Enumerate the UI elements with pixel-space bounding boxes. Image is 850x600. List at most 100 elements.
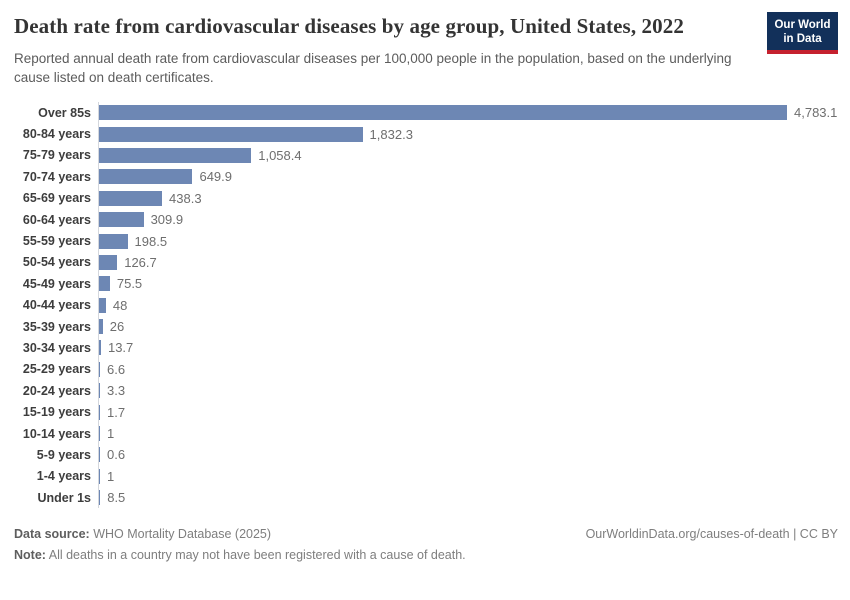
owid-link[interactable]: OurWorldinData.org/causes-of-death | CC … [585,527,838,542]
bar[interactable] [99,126,363,142]
category-label: 55-59 years [22,234,91,249]
bar-zone: 309.9 [98,208,838,231]
bar[interactable] [99,212,144,228]
bar-row: 1-4 years 1 [14,465,838,488]
bar[interactable] [99,447,100,463]
value-label: 1 [107,426,115,442]
bar-zone: 48 [98,294,838,316]
value-label: 309.9 [150,212,184,228]
bar-zone: 13.7 [98,337,838,359]
bar-zone: 26 [98,315,838,338]
bar[interactable] [99,404,100,420]
value-label: 649.9 [199,169,233,185]
bar[interactable] [99,361,100,377]
chart-subtitle: Reported annual death rate from cardiova… [14,51,732,85]
bar-row: 20-24 years 3.3 [14,380,838,402]
title-block: Death rate from cardiovascular diseases … [14,12,744,87]
category-label: 5-9 years [36,447,91,462]
value-label: 3.3 [107,383,126,399]
bar-row: 25-29 years 6.6 [14,358,838,381]
bar[interactable] [99,319,103,335]
owid-logo-line2: in Data [783,33,822,45]
bar[interactable] [99,169,193,185]
page-title: Death rate from cardiovascular diseases … [14,14,684,38]
value-label: 1.7 [107,404,126,420]
bar[interactable] [99,297,106,313]
bar-zone: 1,058.4 [98,144,838,167]
bar[interactable] [99,340,101,356]
category-label: 45-49 years [22,276,91,291]
value-label: 198.5 [134,233,168,249]
bar-row: 50-54 years 126.7 [14,251,838,274]
owid-logo[interactable]: Our World in Data [767,12,838,54]
bar-zone: 438.3 [98,187,838,209]
bar[interactable] [99,383,100,399]
category-label: 15-19 years [22,405,91,420]
bar-row: 55-59 years 198.5 [14,230,838,252]
category-label: 65-69 years [22,191,91,206]
bar-row: 60-64 years 309.9 [14,208,838,231]
bar-row: 65-69 years 438.3 [14,187,838,209]
bar-zone: 1 [98,422,838,445]
header: Death rate from cardiovascular diseases … [14,12,838,87]
value-label: 75.5 [116,276,143,292]
category-label: 20-24 years [22,383,91,398]
category-label: 40-44 years [22,298,91,313]
category-label: 1-4 years [36,469,91,484]
footer: Data source: WHO Mortality Database (202… [14,524,838,566]
bar-row: 80-84 years 1,832.3 [14,123,838,145]
value-label: 1,832.3 [369,126,413,142]
bar-row: 40-44 years 48 [14,294,838,316]
value-label: 126.7 [124,254,157,270]
category-label: 75-79 years [22,148,91,163]
bar-row: 10-14 years 1 [14,422,838,445]
bar-chart: Over 85s 4,783.1 80-84 years 1,832.3 75-… [14,102,838,509]
bar-row: Under 1s 8.5 [14,487,838,509]
bar[interactable] [99,490,101,506]
bar-zone: 1,832.3 [98,123,838,145]
value-label: 1 [107,468,115,484]
bar-row: 70-74 years 649.9 [14,166,838,188]
bar-zone: 0.6 [98,444,838,466]
bar-zone: 6.6 [98,358,838,381]
bar-zone: 1.7 [98,401,838,423]
value-label: 48 [112,297,128,313]
bar-zone: 3.3 [98,380,838,402]
value-label: 4,783.1 [794,105,838,121]
note-text: All deaths in a country may not have bee… [45,548,466,563]
footer-line1: Data source: WHO Mortality Database (202… [14,524,838,545]
bar[interactable] [99,276,110,292]
category-label: 60-64 years [22,212,91,227]
bar-row: 45-49 years 75.5 [14,273,838,295]
category-label: 35-39 years [22,319,91,334]
bar[interactable] [99,254,118,270]
bar-zone: 1 [98,465,838,488]
bar-row: 75-79 years 1,058.4 [14,144,838,167]
value-label: 0.6 [107,447,126,463]
category-label: Over 85s [38,105,91,120]
bar-zone: 4,783.1 [98,102,838,124]
category-label: 80-84 years [22,127,91,142]
bar-zone: 8.5 [98,487,838,509]
category-label: Under 1s [37,490,92,505]
bar[interactable] [99,147,252,163]
data-source-text: WHO Mortality Database (2025) [89,527,272,542]
bar[interactable] [99,426,100,442]
category-label: 30-34 years [22,340,91,355]
value-label: 8.5 [107,490,126,506]
bar[interactable] [99,105,787,121]
bar[interactable] [99,190,163,206]
footer-note: Note: All deaths in a country may not ha… [14,545,838,566]
bar[interactable] [99,233,128,249]
bar-zone: 649.9 [98,166,838,188]
category-label: 50-54 years [22,255,91,270]
note-label: Note: [14,548,46,563]
category-label: 10-14 years [22,426,91,441]
bar-zone: 198.5 [98,230,838,252]
bar-zone: 75.5 [98,273,838,295]
bar[interactable] [99,468,100,484]
value-label: 438.3 [169,190,202,206]
category-label: 70-74 years [22,169,91,184]
bar-rows: Over 85s 4,783.1 80-84 years 1,832.3 75-… [14,102,838,509]
